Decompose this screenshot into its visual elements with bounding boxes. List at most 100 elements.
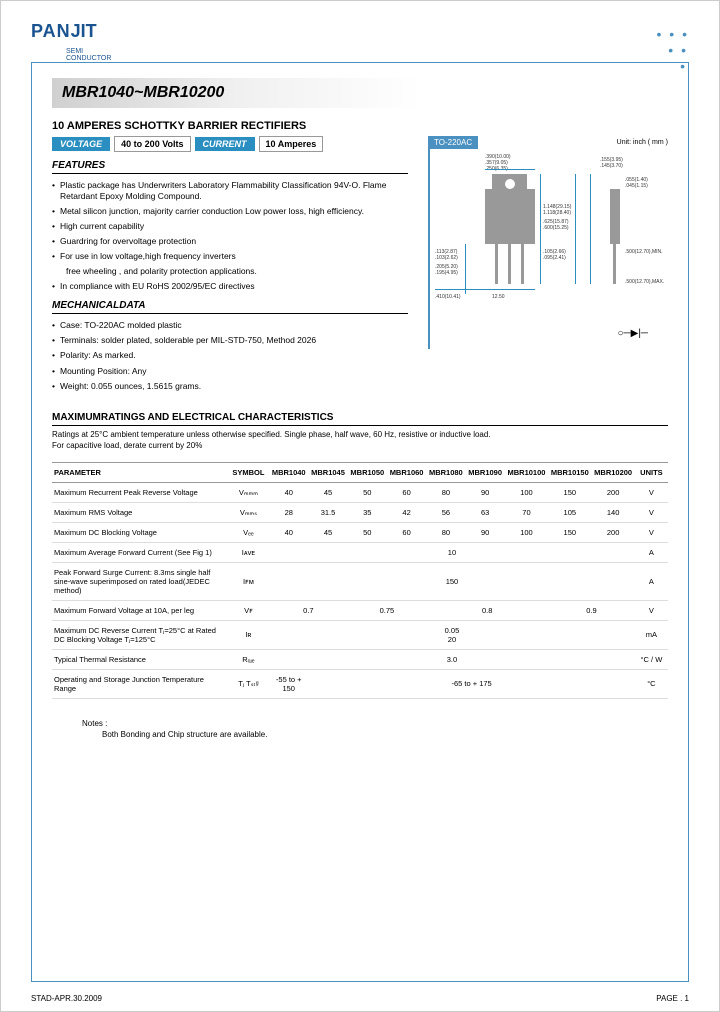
td-unit: °C (635, 669, 668, 698)
td-param: Typical Thermal Resistance (52, 649, 228, 669)
voltage-badge: VOLTAGE (52, 137, 110, 151)
td-val: 40 (269, 522, 308, 542)
th: MBR10200 (591, 462, 634, 482)
feature-item: High current capability (52, 221, 408, 232)
td-span: 10 (269, 542, 635, 562)
th: MBR1040 (269, 462, 308, 482)
part-title: MBR1040~MBR10200 (62, 84, 658, 102)
dim: .055(1.40) .045(1.15) (625, 177, 648, 189)
table-row: Maximum Forward Voltage at 10A, per leg V… (52, 600, 668, 620)
table-row: Peak Forward Surge Current: 8.3ms single… (52, 562, 668, 600)
td-unit: V (635, 482, 668, 502)
td-val: 80 (426, 522, 465, 542)
dimline (485, 169, 535, 170)
td-grp: 0.8 (426, 600, 548, 620)
dim: 1.148(29.15) 1.118(28.40) (543, 204, 571, 216)
footer-left: STAD-APR.30.2009 (31, 994, 102, 1003)
current-value: 10 Amperes (259, 136, 324, 152)
td-unit: A (635, 562, 668, 600)
table-row: Typical Thermal ResistanceRₒⱼₑ3.0°C / W (52, 649, 668, 669)
pkg-body (485, 189, 535, 244)
package-unit: Unit: inch ( mm ) (617, 139, 668, 146)
logo-pan: PAN (31, 21, 71, 42)
td-val: 31.5 (308, 502, 347, 522)
content-frame: MBR1040~MBR10200 10 AMPERES SCHOTTKY BAR… (31, 62, 689, 982)
td-v2: -55 to + 150 (269, 669, 308, 698)
dimline (540, 174, 541, 284)
features-list: Plastic package has Underwriters Laborat… (52, 180, 408, 292)
td-val: 200 (591, 482, 634, 502)
th: MBR10100 (505, 462, 548, 482)
feature-item: Plastic package has Underwriters Laborat… (52, 180, 408, 202)
th: MBR1060 (387, 462, 426, 482)
td-span: 150 (269, 562, 635, 600)
td-param: Operating and Storage Junction Temperatu… (52, 669, 228, 698)
td-sym: Rₒⱼₑ (228, 649, 269, 669)
td-param: Maximum Average Forward Current (See Fig… (52, 542, 228, 562)
th: MBR1045 (308, 462, 347, 482)
th: MBR1050 (348, 462, 387, 482)
spec-badges: VOLTAGE 40 to 200 Volts CURRENT 10 Amper… (52, 136, 408, 152)
title-block: MBR1040~MBR10200 (52, 78, 668, 108)
dim: .410(10.41) (435, 294, 461, 300)
dim: .155(3.95) .145(3.70) (600, 157, 623, 169)
td-val: 28 (269, 502, 308, 522)
td-val: 45 (308, 482, 347, 502)
logo-subtext: SEMI CONDUCTOR (66, 48, 689, 62)
td-param: Peak Forward Surge Current: 8.3ms single… (52, 562, 228, 600)
right-column: TO-220AC Unit: inch ( mm ) .390(10.00) .… (428, 136, 668, 396)
table-row: Maximum Recurrent Peak Reverse VoltageVₘ… (52, 482, 668, 502)
mech-item: Case: TO-220AC molded plastic (52, 320, 408, 331)
table-row: Maximum RMS VoltageVₘₘₛ2831.535425663701… (52, 502, 668, 522)
td-sym: Iʀ (228, 620, 269, 649)
datasheet-page: PANJIT SEMI CONDUCTOR • • • • • • MBR104… (0, 0, 720, 1012)
dim: .205(5.20) .195(4.95) (435, 264, 458, 276)
th: MBR1090 (466, 462, 505, 482)
td-param: Maximum Forward Voltage at 10A, per leg (52, 600, 228, 620)
td-val: 60 (387, 522, 426, 542)
td-val: 105 (548, 502, 591, 522)
td-sym: Tⱼ Tₛₜᵍ (228, 669, 269, 698)
logo-jit: JIT (71, 21, 97, 42)
dim: 12.50 (492, 294, 505, 300)
feature-item: In compliance with EU RoHS 2002/95/EC di… (52, 281, 408, 292)
td-val: 35 (348, 502, 387, 522)
dim: .500(12.70),MAX. (625, 279, 664, 285)
td-sym: Vₘₘₛ (228, 502, 269, 522)
td-sym: Iꜰᴍ (228, 562, 269, 600)
diode-symbol: ○─▶|─ (618, 328, 649, 339)
td-val: 63 (466, 502, 505, 522)
pkg-lead (495, 244, 498, 284)
pkg-lead (508, 244, 511, 284)
package-diagram: .390(10.00) .357(9.05) .250(6.35) .155(3… (428, 149, 668, 349)
dim: .113(2.87) .103(2.62) (435, 249, 458, 261)
th: MBR1080 (426, 462, 465, 482)
mechanical-list: Case: TO-220AC molded plastic Terminals:… (52, 320, 408, 391)
td-val: 100 (505, 482, 548, 502)
th: MBR10150 (548, 462, 591, 482)
current-badge: CURRENT (195, 137, 255, 151)
package-label: TO-220AC (428, 136, 478, 149)
td-span2: 0.0520 (269, 620, 635, 649)
th: UNITS (635, 462, 668, 482)
voltage-value: 40 to 200 Volts (114, 136, 190, 152)
td-grp: 0.9 (548, 600, 635, 620)
table-row: Maximum DC Blocking VoltageVₑₑ4045506080… (52, 522, 668, 542)
td-val: 140 (591, 502, 634, 522)
footer-right: PAGE . 1 (656, 994, 689, 1003)
ratings-note2: For capacitive load, derate current by 2… (52, 441, 668, 450)
page-footer: STAD-APR.30.2009 PAGE . 1 (31, 994, 689, 1003)
feature-item: Metal silicon junction, majority carrier… (52, 206, 408, 217)
td-val: 50 (348, 522, 387, 542)
table-row: Maximum DC Reverse Current Tⱼ=25°C at Ra… (52, 620, 668, 649)
subtitle: 10 AMPERES SCHOTTKY BARRIER RECTIFIERS (52, 120, 668, 132)
td-val: 150 (548, 482, 591, 502)
td-val: 42 (387, 502, 426, 522)
package-header: TO-220AC Unit: inch ( mm ) (428, 136, 668, 149)
th: PARAMETER (52, 462, 228, 482)
notes-block: Notes : Both Bonding and Chip structure … (82, 719, 668, 739)
feature-item: Guardring for overvoltage protection (52, 236, 408, 247)
td-val: 150 (548, 522, 591, 542)
td-unit: V (635, 600, 668, 620)
td-unit: V (635, 502, 668, 522)
